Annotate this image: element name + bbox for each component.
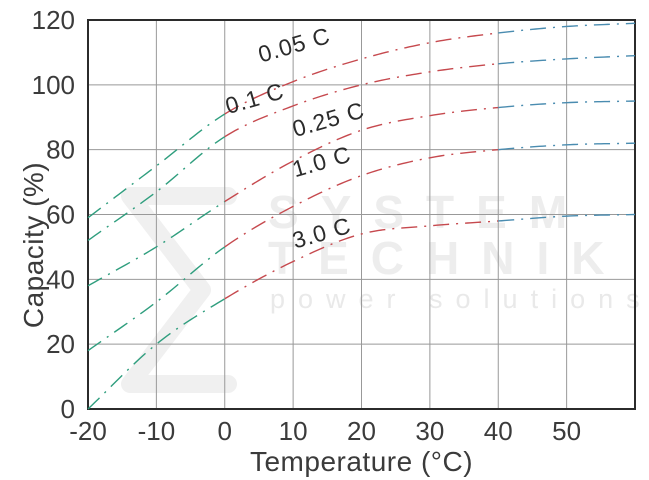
x-tick-label: 20 (347, 416, 376, 446)
curve-0.05C (498, 22, 636, 34)
curve-0.25C (224, 106, 499, 203)
x-tick-label: 50 (552, 416, 581, 446)
watermark-line2: TECHNIK (268, 232, 627, 284)
y-tick-label: 100 (32, 70, 75, 100)
y-tick-label: 60 (46, 200, 75, 230)
curve-1.0C (224, 148, 499, 248)
y-tick-label: 20 (46, 329, 75, 359)
curve-label: 0.05 C (255, 22, 333, 67)
curve-0.1C (87, 136, 226, 242)
curve-0.25C (498, 100, 636, 109)
curve-label: 1.0 C (289, 141, 354, 183)
curve-1.0C (498, 142, 636, 151)
curve-label: 3.0 C (289, 212, 354, 254)
watermark-line3: power solutions (270, 284, 649, 314)
x-tick-label: 0 (218, 416, 232, 446)
curve-0.1C (224, 63, 499, 138)
y-tick-label: 40 (46, 264, 75, 294)
x-axis-title: Temperature (°C) (249, 446, 474, 477)
curve-3.0C (224, 220, 499, 300)
y-tick-label: 80 (46, 135, 75, 165)
curve-0.1C (498, 54, 636, 65)
x-tick-label: 30 (415, 416, 444, 446)
curve-1.0C (87, 246, 226, 352)
x-tick-label: 40 (484, 416, 513, 446)
x-tick-label: -20 (69, 416, 107, 446)
y-tick-label: 0 (61, 394, 75, 424)
curve-0.25C (87, 200, 226, 287)
y-tick-label: 120 (32, 5, 75, 35)
curve-0.05C (87, 113, 226, 219)
curve-3.0C (498, 213, 636, 222)
x-tick-label: -10 (138, 416, 176, 446)
x-tick-label: 10 (279, 416, 308, 446)
curve-label: 0.1 C (222, 77, 287, 119)
curve-label: 0.25 C (289, 97, 367, 142)
y-axis-title: Capacity (%) (18, 161, 49, 329)
